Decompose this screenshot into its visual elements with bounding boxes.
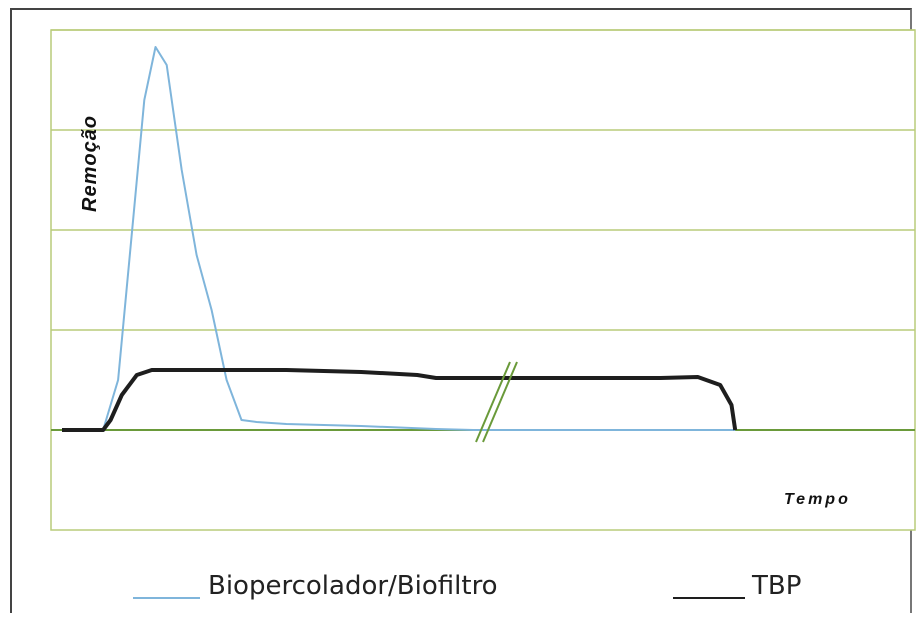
axis-break-marker	[475, 361, 518, 443]
y-axis-label: Remoção	[79, 115, 101, 212]
legend: Biopercolador/Biofiltro TBP	[133, 571, 801, 601]
series-line-biopercolador-biofiltro	[62, 46, 736, 431]
legend-label: TBP	[751, 571, 801, 601]
series-line-tbp	[62, 368, 738, 432]
legend-label: Biopercolador/Biofiltro	[208, 571, 498, 601]
series-layer	[62, 46, 738, 432]
x-axis-label: Tempo	[784, 491, 851, 508]
plot-area	[50, 29, 916, 531]
